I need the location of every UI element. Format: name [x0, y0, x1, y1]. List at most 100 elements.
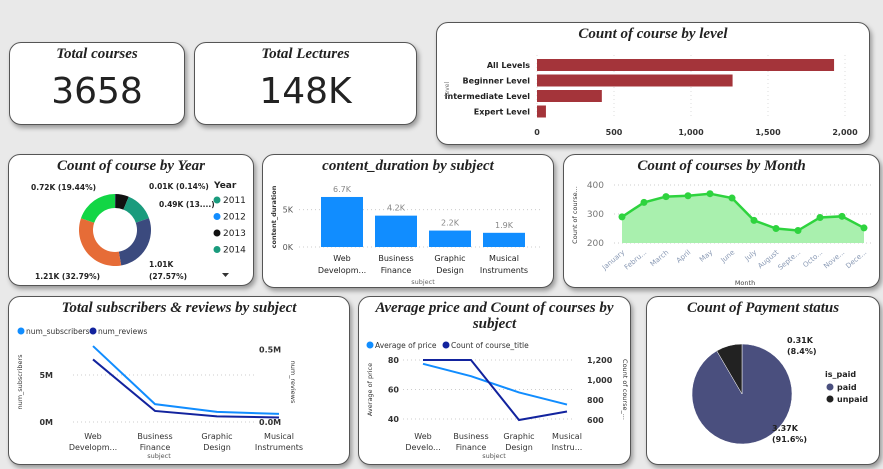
x-tick-label: Web: [333, 254, 350, 263]
y2-tick-label: 800: [587, 396, 604, 405]
y-tick-label: 5M: [39, 371, 53, 380]
donut-slice: [79, 218, 122, 266]
x-tick-label: 500: [606, 128, 623, 137]
bar: [375, 215, 417, 247]
x-tick-label: Septe...: [777, 248, 803, 271]
subscribers-chart-svg: 0M 5M 0.0M 0.5M num_subscribers num_reviews We…: [16, 327, 303, 460]
series-line: [92, 345, 280, 415]
x-tick-label: Business: [378, 254, 413, 263]
x-tick-label: 0: [534, 128, 540, 137]
x-tick-label: Febru...: [623, 248, 648, 271]
x-tick-label: Web: [84, 432, 101, 441]
kpi-label: Total Lectures: [261, 46, 350, 62]
y-tick-label: 80: [388, 356, 400, 365]
x-tick-label: April: [675, 248, 692, 264]
chart-title: Average price and Count of courses by sub…: [359, 300, 630, 332]
x-tick-label: Develo...: [405, 443, 440, 452]
y-axis-label: Average of price: [366, 363, 374, 416]
legend-marker: [213, 196, 221, 204]
x-tick-label: 1,500: [755, 128, 781, 137]
bar: [429, 230, 471, 247]
bar: [321, 196, 363, 247]
x-tick-label: Graphic: [434, 254, 465, 263]
bar: [537, 74, 733, 87]
data-label: (27.57%): [149, 272, 187, 281]
chart-title: Count of courses by Month: [637, 158, 806, 174]
level-chart[interactable]: Count of course by level 0 500 1,000 1,500 2…: [436, 22, 870, 145]
x-tick-label: Nove...: [822, 248, 846, 270]
data-label: 0.49K (13....): [159, 200, 215, 209]
x-tick-label: Instruments: [480, 266, 528, 275]
title-line2: subject: [472, 316, 517, 332]
payment-chart[interactable]: Count of Payment status 0.31K (8.4%) 3.37K…: [646, 296, 880, 465]
y-tick-label: 60: [388, 386, 400, 395]
legend-marker: [826, 395, 834, 403]
legend-title: is_paid: [825, 370, 856, 379]
legend-label: 2012: [223, 213, 246, 223]
area-fill: [622, 193, 864, 243]
series-line: [92, 358, 280, 419]
data-point: [772, 225, 780, 232]
x-tick-label: Instru...: [552, 443, 583, 452]
legend-marker: [826, 383, 834, 391]
x-axis-label: Month: [735, 279, 755, 287]
legend-label: Average of price: [375, 341, 437, 350]
subscribers-chart[interactable]: Total subscribers & reviews by subject 0…: [8, 296, 350, 465]
data-point: [816, 213, 824, 221]
chart-title: Count of Payment status: [686, 300, 840, 316]
kpi-label: Total courses: [56, 46, 138, 62]
x-tick-label: Finance: [140, 443, 171, 452]
y2-axis-label: Count of course_...: [621, 359, 629, 420]
donut-slice: [115, 194, 129, 210]
legend-marker: [213, 213, 221, 220]
data-label: 2.2K: [441, 219, 460, 228]
y-tick-label: 400: [587, 181, 604, 191]
x-tick-label: 1,000: [678, 128, 704, 137]
data-point: [838, 212, 846, 220]
x-tick-label: 2,000: [832, 128, 858, 137]
price-chart[interactable]: Average price and Count of courses by sub…: [358, 296, 631, 465]
month-chart[interactable]: Count of courses by Month 200 300 400 Janua…: [563, 154, 880, 288]
chart-title: Total subscribers & reviews by subject: [61, 300, 297, 316]
data-label: 1.01K: [149, 260, 175, 269]
legend-title: Year: [213, 181, 237, 191]
bar: [537, 90, 602, 102]
y-axis-label: Count of course...: [571, 186, 579, 244]
price-chart-svg: 40 60 80 600 800 1,000 1,200 Average of price Co…: [366, 341, 629, 460]
x-tick-label: Design: [505, 443, 533, 452]
level-chart-svg: 0 500 1,000 1,500 2,000 All Levels Beginner Le…: [444, 55, 858, 137]
year-chart[interactable]: Count of course by Year 0.01K (0.14%) 0.4…: [8, 154, 254, 286]
chart-title: Count of course by level: [578, 26, 728, 42]
title-line1: Average price and Count of courses by: [375, 300, 614, 316]
x-tick-label: Dece...: [844, 248, 868, 270]
data-point: [662, 193, 670, 201]
duration-chart[interactable]: content_duration by subject 0K 5K 6.7K Web D…: [262, 154, 554, 288]
series-line: [423, 359, 568, 422]
x-tick-label: Web: [414, 432, 431, 441]
data-point: [706, 190, 714, 198]
y-tick-label: 40: [388, 415, 400, 424]
series-line: [422, 362, 568, 406]
x-tick-label: June: [719, 248, 737, 265]
x-tick-label: Musical: [264, 432, 294, 441]
category-label: Intermediate Level: [445, 92, 531, 101]
legend-marker: [17, 327, 25, 335]
x-tick-label: January: [600, 248, 626, 272]
y2-tick-label: 0.0M: [259, 418, 281, 427]
donut-slice: [123, 196, 149, 223]
x-tick-label: May: [698, 248, 714, 263]
data-label: (8.4%): [787, 347, 817, 356]
data-point: [860, 224, 868, 232]
legend-label: num_reviews: [98, 327, 147, 336]
legend-marker: [213, 229, 221, 237]
x-tick-label: Musical: [552, 432, 582, 441]
x-tick-label: Octo...: [802, 248, 825, 269]
data-label: 1.21K (32.79%): [35, 272, 100, 281]
legend-scroll-down-icon[interactable]: [222, 273, 229, 277]
x-tick-label: Graphic: [201, 432, 232, 441]
kpi-total-courses: Total courses 3658: [9, 42, 185, 125]
chart-title: Count of course by Year: [56, 158, 206, 174]
legend-marker: [89, 327, 97, 335]
